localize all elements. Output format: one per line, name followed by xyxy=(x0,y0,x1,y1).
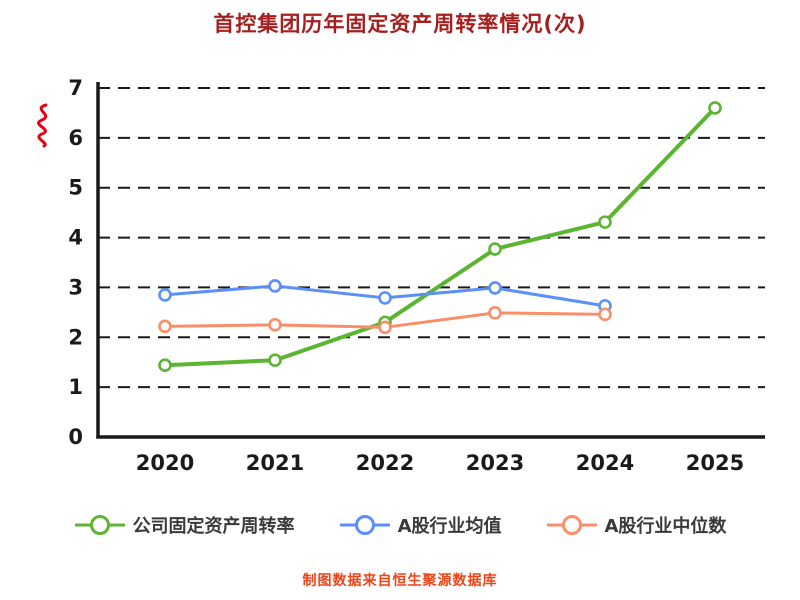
legend-marker-industry-median-icon xyxy=(546,513,598,537)
svg-text:6: 6 xyxy=(68,126,83,150)
grid-and-y-tick-labels: 0 1 2 3 4 5 6 7 xyxy=(68,76,765,449)
legend-marker-company-icon xyxy=(74,513,126,537)
svg-text:2020: 2020 xyxy=(136,451,194,475)
svg-text:0: 0 xyxy=(68,425,83,449)
series-industry_avg xyxy=(158,279,612,313)
svg-text:5: 5 xyxy=(68,176,83,200)
legend-item-industry-avg: A股行业均值 xyxy=(339,512,502,538)
chart-title: 首控集团历年固定资产周转率情况(次) xyxy=(213,12,587,36)
svg-text:2024: 2024 xyxy=(576,451,634,475)
red-squiggle-icon xyxy=(30,102,56,148)
svg-text:2025: 2025 xyxy=(686,451,744,475)
legend-marker-industry-avg-icon xyxy=(339,513,391,537)
line-chart-plot: 0 1 2 3 4 5 6 7 2020 2021 2022 2023 2024 2025 xyxy=(68,76,765,475)
legend-item-company: 公司固定资产周转率 xyxy=(74,512,295,538)
svg-text:2022: 2022 xyxy=(356,451,414,475)
legend-item-industry-median: A股行业中位数 xyxy=(546,512,727,538)
axes xyxy=(96,82,765,439)
data-source-note: 制图数据来自恒生聚源数据库 xyxy=(302,573,498,589)
svg-text:2021: 2021 xyxy=(246,451,304,475)
chart-legend: 公司固定资产周转率 A股行业均值 A股行业中位数 xyxy=(0,512,800,538)
svg-text:2023: 2023 xyxy=(466,451,524,475)
legend-label-industry-avg: A股行业均值 xyxy=(397,516,502,537)
svg-text:7: 7 xyxy=(68,76,83,100)
svg-text:4: 4 xyxy=(68,226,83,250)
svg-text:1: 1 xyxy=(68,375,83,399)
svg-text:2: 2 xyxy=(68,325,83,349)
series-industry_median xyxy=(158,306,612,335)
x-tick-labels: 2020 2021 2022 2023 2024 2025 xyxy=(136,451,744,475)
svg-text:3: 3 xyxy=(68,275,83,299)
legend-label-company: 公司固定资产周转率 xyxy=(132,516,295,537)
legend-label-industry-median: A股行业中位数 xyxy=(604,516,727,537)
